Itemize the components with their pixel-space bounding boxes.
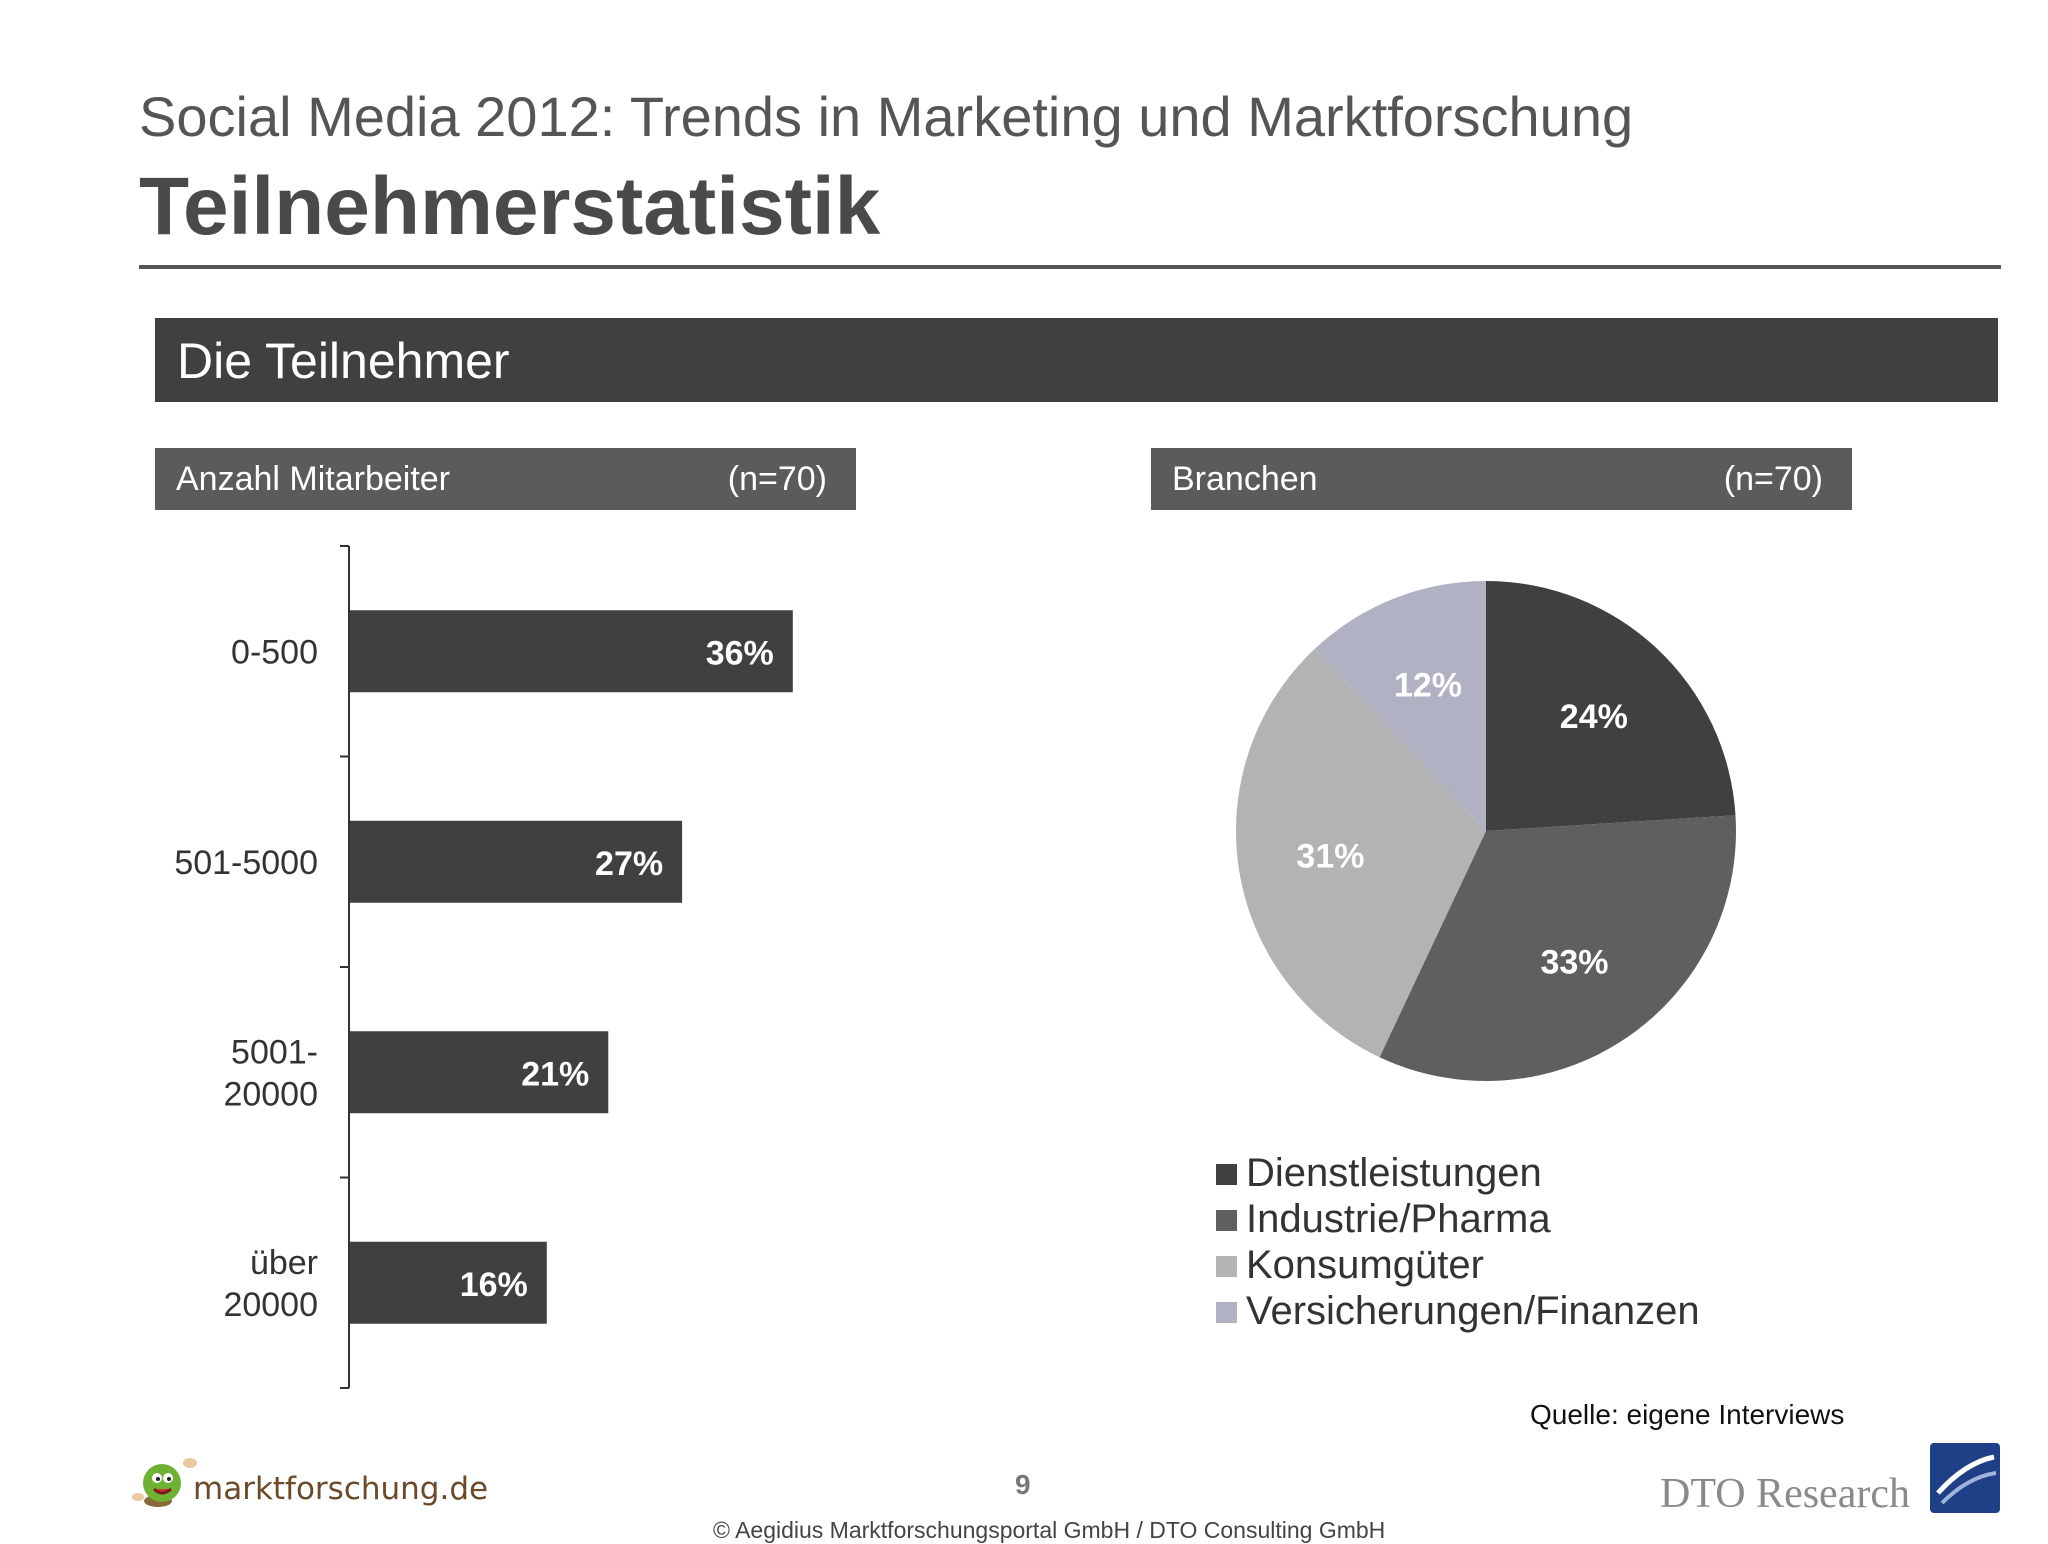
- slide-subtitle: Social Media 2012: Trends in Marketing u…: [139, 85, 1634, 148]
- bar: [350, 1031, 609, 1114]
- pie-data-label: 31%: [1296, 838, 1364, 876]
- bar-data-label: 21%: [521, 1055, 589, 1093]
- legend-swatch: [1216, 1210, 1237, 1231]
- pie-chart: 24% 33% 31% 12%: [1236, 581, 1736, 1081]
- bar-data-label: 16%: [460, 1266, 528, 1304]
- bar: [350, 820, 683, 903]
- bar-chart-header-title: Anzahl Mitarbeiter: [176, 460, 451, 498]
- bar-category-label: 20000: [223, 1075, 318, 1113]
- legend-swatch: [1216, 1164, 1237, 1185]
- legend-swatch: [1216, 1256, 1237, 1277]
- marktforschung-logo-text: marktforschung.de: [193, 1471, 489, 1507]
- legend-label: Versicherungen/Finanzen: [1246, 1289, 1700, 1333]
- pie-chart-header-n: (n=70): [1723, 460, 1823, 498]
- copyright-text: © Aegidius Marktforschungsportal GmbH / …: [713, 1517, 1386, 1543]
- bar-chart-header-n: (n=70): [727, 460, 827, 498]
- pie-slice: [1314, 581, 1486, 831]
- bar-data-label: 36%: [706, 634, 774, 672]
- dto-research-logo-text: DTO Research: [1660, 1471, 1910, 1517]
- pie-chart-header-title: Branchen: [1172, 460, 1318, 498]
- section-banner-label: Die Teilnehmer: [177, 333, 510, 389]
- legend-label: Dienstleistungen: [1246, 1151, 1542, 1195]
- source-note: Quelle: eigene Interviews: [1530, 1399, 1845, 1430]
- bar-category-label: über: [250, 1244, 318, 1282]
- bar: [350, 610, 793, 693]
- bar-category-label: 5001-: [231, 1033, 318, 1071]
- pie-data-label: 24%: [1560, 698, 1628, 736]
- bar-data-label: 27%: [595, 845, 663, 883]
- bar-chart-header: Anzahl Mitarbeiter (n=70): [155, 448, 856, 510]
- dto-research-logo-icon: [1930, 1443, 2000, 1513]
- pie-slice: [1486, 581, 1736, 831]
- marktforschung-logo: marktforschung.de: [128, 1453, 488, 1513]
- mascot-icon: [132, 1458, 197, 1507]
- legend-label: Konsumgüter: [1246, 1243, 1484, 1287]
- legend-label: Industrie/Pharma: [1246, 1197, 1551, 1241]
- pie-slice: [1236, 648, 1486, 1058]
- section-banner: Die Teilnehmer: [155, 318, 1998, 402]
- bar-category-label: 0-500: [231, 633, 318, 671]
- pie-chart-header: Branchen (n=70): [1151, 448, 1852, 510]
- pie-slice: [1379, 815, 1736, 1081]
- pie-data-label: 12%: [1394, 667, 1462, 705]
- title-divider: [139, 265, 2001, 269]
- bar-category-label: 20000: [223, 1286, 318, 1324]
- page-number: 9: [1015, 1469, 1031, 1500]
- bar-chart: 36% 0-500 27% 501-5000 21% 5001- 20000 16% über 2…: [174, 545, 793, 1389]
- pie-data-label: 33%: [1540, 943, 1608, 981]
- legend-swatch: [1216, 1302, 1237, 1323]
- slide-title: Teilnehmerstatistik: [139, 161, 881, 252]
- bar-category-label: 501-5000: [174, 844, 318, 882]
- bar: [350, 1241, 547, 1324]
